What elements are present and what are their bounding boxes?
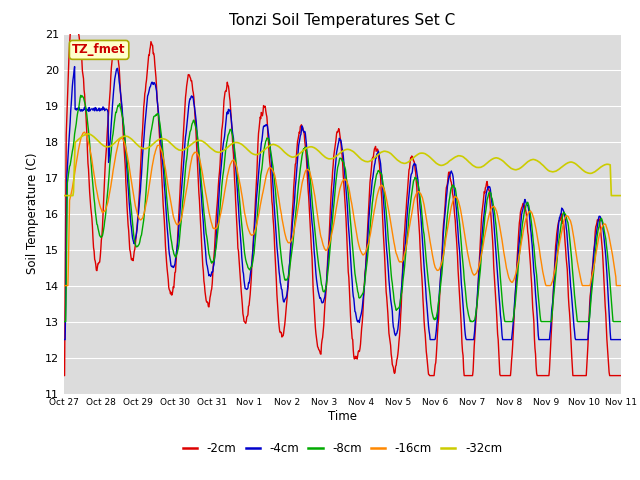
Y-axis label: Soil Temperature (C): Soil Temperature (C) [26,153,40,275]
Legend: -2cm, -4cm, -8cm, -16cm, -32cm: -2cm, -4cm, -8cm, -16cm, -32cm [178,437,507,460]
X-axis label: Time: Time [328,410,357,423]
Text: TZ_fmet: TZ_fmet [72,43,126,56]
Title: Tonzi Soil Temperatures Set C: Tonzi Soil Temperatures Set C [229,13,456,28]
